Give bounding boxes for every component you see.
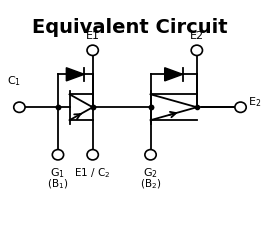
- Text: G$_2$: G$_2$: [143, 166, 158, 180]
- Circle shape: [191, 45, 202, 55]
- Circle shape: [87, 149, 98, 160]
- Text: (B$_1$): (B$_1$): [47, 178, 69, 191]
- Text: E1: E1: [86, 31, 100, 41]
- Text: C$_1$: C$_1$: [7, 75, 21, 89]
- Text: E1 / C$_2$: E1 / C$_2$: [74, 166, 111, 180]
- Circle shape: [235, 102, 246, 112]
- Circle shape: [87, 45, 98, 55]
- Circle shape: [145, 149, 156, 160]
- Text: Equivalent Circuit: Equivalent Circuit: [32, 18, 228, 37]
- Text: G$_1$: G$_1$: [51, 166, 65, 180]
- Text: E2: E2: [190, 31, 204, 41]
- Text: E$_2$: E$_2$: [248, 96, 262, 109]
- Polygon shape: [66, 68, 84, 81]
- Text: (B$_2$): (B$_2$): [140, 178, 161, 191]
- Circle shape: [14, 102, 25, 112]
- Polygon shape: [165, 68, 183, 81]
- Circle shape: [52, 149, 64, 160]
